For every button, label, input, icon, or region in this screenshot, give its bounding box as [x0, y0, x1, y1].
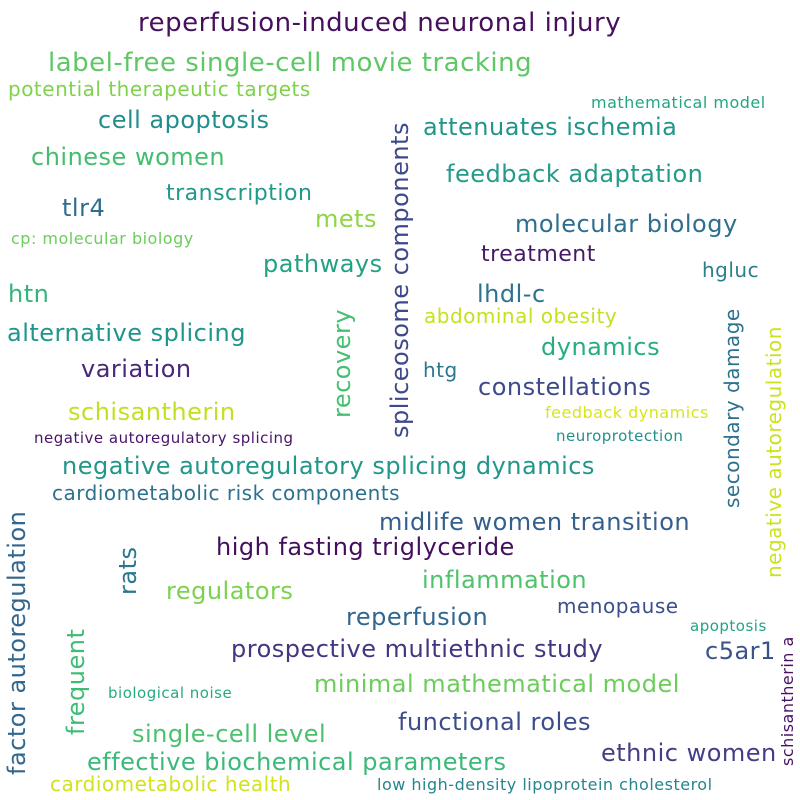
- word: frequent: [62, 628, 90, 735]
- word: pathways: [263, 250, 383, 278]
- word: label-free single-cell movie tracking: [48, 48, 533, 78]
- word: single-cell level: [132, 720, 327, 748]
- word: negative autoregulatory splicing dynamic…: [62, 452, 595, 480]
- word: cardiometabolic health: [50, 772, 292, 796]
- word: neuroprotection: [556, 427, 684, 445]
- word: high fasting triglyceride: [216, 533, 515, 561]
- word: mets: [315, 205, 378, 233]
- word: minimal mathematical model: [314, 670, 680, 698]
- word: htn: [8, 280, 50, 308]
- word: feedback dynamics: [545, 403, 709, 422]
- word: cp: molecular biology: [11, 229, 194, 248]
- word: hgluc: [702, 258, 760, 282]
- word: treatment: [481, 242, 596, 267]
- word: lhdl-c: [477, 280, 546, 308]
- word: recovery: [328, 308, 356, 418]
- word: schisantherin a: [778, 636, 797, 766]
- word: chinese women: [31, 143, 226, 171]
- word: constellations: [478, 373, 652, 401]
- word: reperfusion: [346, 603, 489, 631]
- word: midlife women transition: [379, 508, 691, 536]
- word: secondary damage: [720, 308, 744, 508]
- word: effective biochemical parameters: [87, 748, 507, 776]
- word: tlr4: [62, 194, 106, 222]
- word: dynamics: [541, 333, 661, 361]
- word: cardiometabolic risk components: [52, 481, 401, 505]
- word: ethnic women: [601, 739, 777, 767]
- word: regulators: [166, 577, 294, 605]
- word: htg: [423, 358, 458, 382]
- word: apoptosis: [690, 617, 767, 635]
- word: functional roles: [398, 708, 592, 736]
- word: transcription: [166, 181, 313, 206]
- word: prospective multiethnic study: [231, 635, 604, 663]
- word: rats: [114, 546, 142, 596]
- word: molecular biology: [515, 210, 738, 238]
- word: variation: [81, 355, 192, 383]
- word: spliceosome components: [386, 122, 414, 438]
- word: potential therapeutic targets: [8, 77, 311, 101]
- word: inflammation: [422, 566, 588, 594]
- word: menopause: [557, 594, 679, 618]
- word: attenuates ischemia: [423, 113, 678, 141]
- word: negative autoregulation: [762, 326, 786, 578]
- word: low high-density lipoprotein cholesterol: [377, 775, 713, 794]
- word: factor autoregulation: [3, 510, 31, 775]
- word: reperfusion-induced neuronal injury: [138, 8, 622, 38]
- word: alternative splicing: [7, 319, 246, 347]
- word: negative autoregulatory splicing: [34, 429, 294, 447]
- word: abdominal obesity: [424, 304, 618, 328]
- word: c5ar1: [705, 637, 776, 665]
- word: mathematical model: [591, 93, 766, 112]
- word: biological noise: [108, 684, 233, 702]
- word: feedback adaptation: [446, 160, 704, 188]
- word: cell apoptosis: [98, 106, 270, 134]
- word: schisantherin: [68, 398, 236, 426]
